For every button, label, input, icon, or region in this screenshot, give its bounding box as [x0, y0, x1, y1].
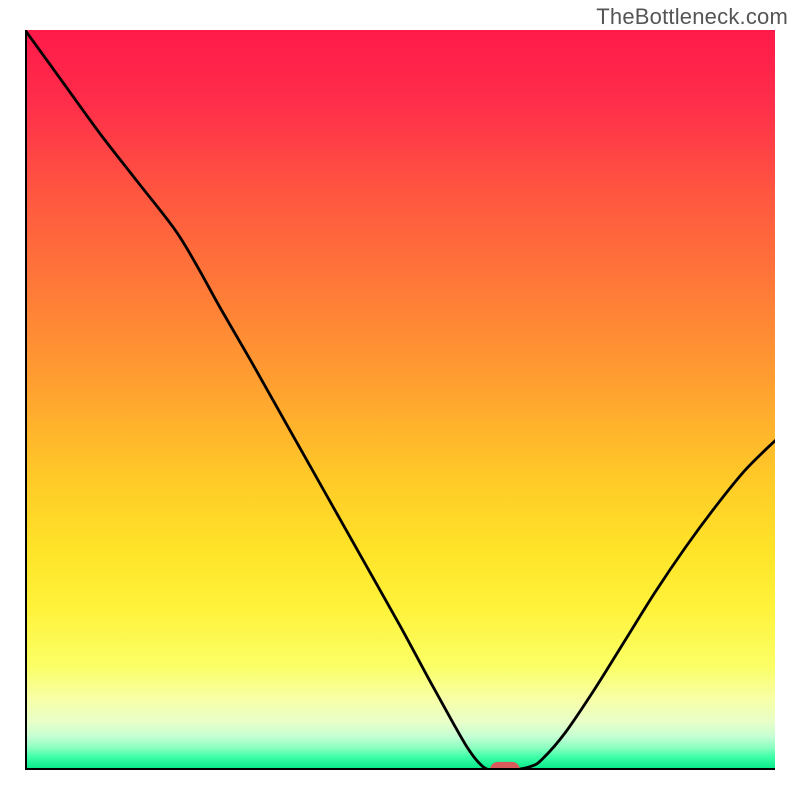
bottleneck-chart — [25, 30, 775, 770]
watermark-text: TheBottleneck.com — [596, 4, 788, 30]
gradient-background — [25, 30, 775, 770]
chart-svg — [25, 30, 775, 770]
